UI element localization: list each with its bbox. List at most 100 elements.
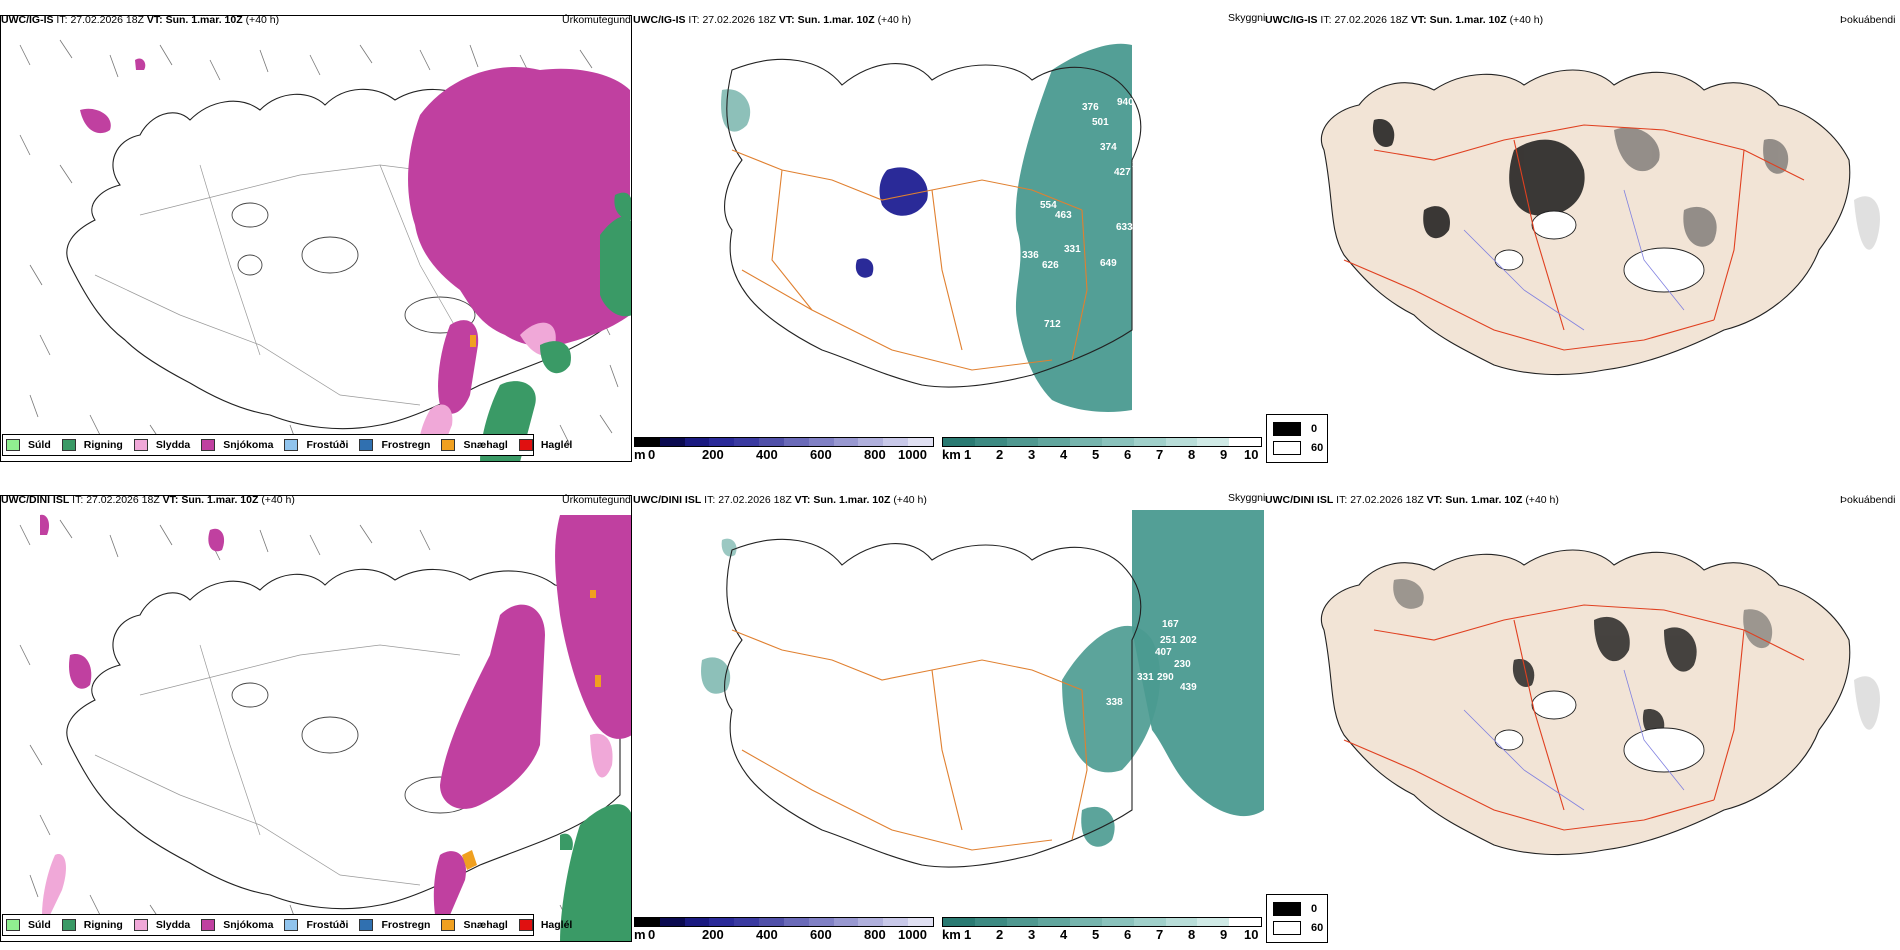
row-dini-isl: UWC/DINI ISL IT: 27.02.2026 18Z VT: Sun.… [0, 480, 1900, 950]
fog-legend-swatch [1273, 921, 1301, 935]
visibility-colorbar-strip [942, 437, 1262, 447]
cloud-base-value: 167 [1162, 619, 1179, 630]
legend-item: Frostregn [359, 919, 430, 931]
legend-item: Súld [6, 439, 51, 451]
cloud-base-value: 290 [1157, 672, 1174, 683]
legend-item: Rigning [61, 439, 123, 451]
legend-swatch [284, 439, 299, 451]
cloud-base-value: 230 [1174, 659, 1191, 670]
visibility-colorbar: km 1 2 3 4 5 6 7 8 9 10 [942, 917, 1262, 942]
cloud-base-value: 206 [1147, 112, 1164, 123]
legend-swatch [61, 439, 76, 451]
legend-swatch [61, 919, 76, 931]
panel-title: UWC/IG-IS IT: 27.02.2026 18Z VT: Sun. 1.… [633, 14, 912, 26]
legend-item: Haglél [518, 439, 572, 451]
cloud-panel: UWC/DINI ISL IT: 27.02.2026 18Z VT: Sun.… [632, 480, 1266, 950]
legend-item: Rigning [61, 919, 123, 931]
cloud-base-value: 345 [850, 101, 867, 112]
legend-swatch [359, 439, 374, 451]
cloud-base-value: 626 [1042, 260, 1059, 271]
cloud-base-value: 51 [694, 695, 706, 706]
precip-legend: Súld Rigning Slydda Snjókoma Frostúði Fr… [2, 434, 572, 456]
cloud-base-value: 37 [1040, 732, 1052, 743]
cloud-base-value: 554 [1040, 200, 1057, 211]
visibility-colorbar-labels: km 1 2 3 4 5 6 7 8 9 10 [942, 927, 1259, 942]
fog-legend-item: 0 [1273, 422, 1317, 436]
fog-legend-swatch [1273, 422, 1301, 436]
precip-map [19, 39, 632, 462]
legend-swatch [518, 919, 533, 931]
map-frame [0, 15, 632, 462]
legend-item: Snjókoma [201, 919, 273, 931]
fog-map [1320, 549, 1880, 856]
cloud-panel: UWC/IG-IS IT: 27.02.2026 18Z VT: Sun. 1.… [632, 0, 1265, 470]
legend-swatch [441, 919, 456, 931]
legend-item: Snæhagl [441, 919, 508, 931]
fog-map [1320, 69, 1880, 376]
fog-legend-item: 60 [1273, 441, 1323, 455]
product-name: Þokuábendi [1840, 14, 1896, 26]
cloud-base-value: 649 [1100, 258, 1117, 269]
fog-legend: 0 60 [1266, 414, 1328, 463]
precip-panel: UWC/DINI ISL IT: 27.02.2026 18Z VT: Sun.… [0, 480, 632, 950]
cloud-base-value: 913 [1220, 184, 1237, 195]
legend-swatch [359, 919, 374, 931]
fog-legend-item: 0 [1273, 902, 1317, 916]
product-name: Úrkomutegund [562, 14, 631, 26]
height-colorbar-labels: m 0 200 400 600 800 1000 [634, 447, 927, 462]
fog-legend-swatch [1273, 441, 1301, 455]
panel-title: UWC/DINI ISL IT: 27.02.2026 18Z VT: Sun.… [1265, 494, 1559, 506]
cloud-base-value: 407 [1155, 647, 1172, 658]
product-name: Þokuábendi [1840, 494, 1896, 506]
precip-map [19, 514, 632, 942]
precip-legend: Súld Rigning Slydda Snjókoma Frostúði Fr… [2, 914, 572, 936]
cloud-base-value: 251 [1160, 635, 1177, 646]
fog-panel: UWC/IG-IS IT: 27.02.2026 18Z VT: Sun. 1.… [1264, 0, 1900, 470]
height-colorbar-strip [634, 917, 934, 927]
cloud-base-value: 633 [1116, 222, 1133, 233]
cloud-base-value: 940 [1117, 97, 1134, 108]
cloud-base-value: 427 [1114, 167, 1131, 178]
cloud-base-value: 331 [1137, 672, 1154, 683]
cloud-base-value: 181 [1177, 140, 1194, 151]
panel-title: UWC/DINI ISL IT: 27.02.2026 18Z VT: Sun.… [633, 494, 927, 506]
cloud-base-value: 286 [1092, 589, 1109, 600]
height-colorbar-labels: m 0 200 400 600 800 1000 [634, 927, 927, 942]
legend-item: Snæhagl [441, 439, 508, 451]
visibility-colorbar: km 1 2 3 4 5 6 7 8 9 10 [942, 437, 1262, 462]
height-colorbar: m 0 200 400 600 800 1000 [634, 437, 934, 462]
precip-panel: UWC/IG-IS IT: 27.02.2026 18Z VT: Sun. 1.… [0, 0, 632, 470]
legend-swatch [6, 439, 20, 451]
cloud-base-value: 501 [1092, 117, 1109, 128]
cloud-base-value: 609 [1227, 222, 1244, 233]
cloud-base-value: 122 [1182, 170, 1199, 181]
legend-item: Frostregn [359, 439, 430, 451]
cloud-base-value: 202 [1180, 635, 1197, 646]
cloud-base-value: 117 [1147, 180, 1164, 191]
legend-item: Slydda [133, 919, 190, 931]
fog-panel: UWC/DINI ISL IT: 27.02.2026 18Z VT: Sun.… [1264, 480, 1900, 950]
legend-swatch [284, 919, 299, 931]
product-name: Skyggni [1228, 492, 1266, 504]
cloud-base-value: 336 [1022, 250, 1039, 261]
panel-title: UWC/DINI ISL IT: 27.02.2026 18Z VT: Sun.… [1, 494, 295, 506]
visibility-colorbar-labels: km 1 2 3 4 5 6 7 8 9 10 [942, 447, 1259, 462]
cloud-base-value: 376 [1082, 102, 1099, 113]
height-colorbar: m 0 200 400 600 800 1000 [634, 917, 934, 942]
legend-item: Frostúði [284, 439, 348, 451]
cloud-base-value: 684 [1170, 212, 1187, 223]
visibility-colorbar-strip [942, 917, 1262, 927]
legend-swatch [441, 439, 456, 451]
fog-legend-item: 60 [1273, 921, 1323, 935]
cloud-map: 376 940 501 206 374 181 309 324 122 427 117 230 913 5… [721, 43, 1244, 412]
cloud-base-value: 463 [1055, 210, 1072, 221]
legend-swatch [6, 919, 20, 931]
panel-title: UWC/IG-IS IT: 27.02.2026 18Z VT: Sun. 1.… [1265, 14, 1544, 26]
legend-item: Súld [6, 919, 51, 931]
row-ig-is: UWC/IG-IS IT: 27.02.2026 18Z VT: Sun. 1.… [0, 0, 1900, 470]
cloud-base-value: 457 [1172, 227, 1189, 238]
legend-swatch [133, 919, 148, 931]
legend-swatch [201, 919, 216, 931]
legend-swatch [201, 439, 216, 451]
